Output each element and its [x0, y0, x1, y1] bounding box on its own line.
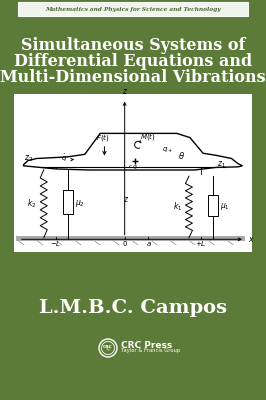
- Text: $k_1$: $k_1$: [173, 201, 182, 213]
- Text: $\mu_1$: $\mu_1$: [220, 202, 230, 212]
- Text: $a$: $a$: [146, 240, 151, 248]
- Text: $+L$: $+L$: [195, 240, 206, 248]
- Text: $\dot{q}$: $\dot{q}$: [61, 153, 67, 164]
- Text: $\mu_2$: $\mu_2$: [74, 198, 84, 209]
- Text: $q_+$: $q_+$: [161, 146, 173, 155]
- Text: Taylor & Francis Group: Taylor & Francis Group: [121, 348, 180, 353]
- Text: $F(t)$: $F(t)$: [95, 132, 109, 143]
- Bar: [63, 190, 73, 214]
- Text: Differential Equations and: Differential Equations and: [14, 54, 252, 70]
- Text: L.M.B.C. Campos: L.M.B.C. Campos: [39, 299, 227, 317]
- Bar: [18, 2, 248, 16]
- Text: $0$: $0$: [122, 240, 128, 248]
- Text: $z$: $z$: [123, 195, 129, 204]
- Bar: [208, 195, 218, 216]
- Text: $z_1$: $z_1$: [217, 160, 226, 170]
- Text: $x$: $x$: [248, 235, 255, 244]
- Text: $M(t)$: $M(t)$: [140, 131, 156, 142]
- Text: $k_2$: $k_2$: [27, 198, 37, 210]
- Bar: [16, 236, 245, 241]
- Bar: [14, 94, 252, 252]
- Text: $\theta$: $\theta$: [178, 150, 185, 161]
- Text: c.g.: c.g.: [129, 164, 140, 169]
- Text: ©: ©: [106, 348, 110, 352]
- Text: CRC: CRC: [103, 344, 113, 348]
- Text: Multi-Dimensional Vibrations: Multi-Dimensional Vibrations: [0, 70, 266, 86]
- Text: $-L$: $-L$: [50, 240, 61, 248]
- Text: Mathematics and Physics for Science and Technology: Mathematics and Physics for Science and …: [45, 6, 221, 12]
- Text: $z$: $z$: [122, 86, 128, 96]
- Text: $z_2$: $z_2$: [24, 153, 33, 164]
- Text: Simultaneous Systems of: Simultaneous Systems of: [21, 38, 245, 54]
- Text: CRC Press: CRC Press: [121, 341, 172, 350]
- Polygon shape: [23, 133, 243, 170]
